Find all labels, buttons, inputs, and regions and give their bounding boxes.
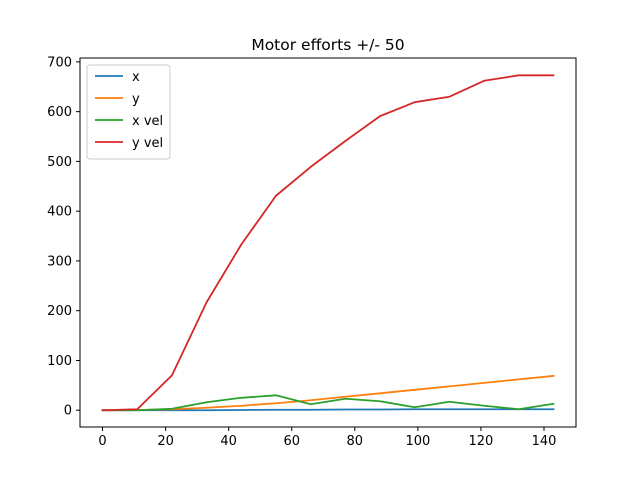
series-layer	[101, 74, 555, 412]
x-tick-label: 100	[405, 434, 430, 449]
series-line-y	[101, 374, 555, 412]
legend-label: x vel	[132, 114, 163, 129]
chart-title: Motor efforts +/- 50	[251, 36, 404, 54]
y-tick-label: 500	[47, 155, 72, 170]
series-line-x-vel	[101, 394, 555, 412]
y-tick-label: 300	[47, 254, 72, 269]
y-tick-label: 200	[47, 304, 72, 319]
y-tick-label: 100	[47, 354, 72, 369]
y-tick-label: 400	[47, 205, 72, 220]
legend: xy x vel y vel	[86, 64, 171, 160]
legend-label: x	[132, 70, 140, 85]
y-tick-label: 700	[47, 55, 72, 70]
series-line-y-vel	[101, 74, 555, 412]
x-tick-label: 120	[469, 434, 494, 449]
legend-label: y	[132, 92, 140, 107]
series-line-x	[101, 408, 555, 412]
legend-label: y vel	[132, 136, 163, 151]
x-tick-label: 0	[98, 434, 106, 449]
x-tick-label: 40	[220, 434, 237, 449]
x-tick-label: 80	[347, 434, 364, 449]
y-tick-label: 600	[47, 105, 72, 120]
x-tick-label: 140	[532, 434, 557, 449]
legend-box	[86, 64, 171, 160]
x-tick-label: 20	[157, 434, 174, 449]
x-tick-label: 60	[283, 434, 300, 449]
axes-layer: 0 20 40 60 80 100 120 140 0 100 200 300 400 500 600 700	[47, 55, 577, 449]
y-tick-label: 0	[64, 404, 72, 419]
plot-frame	[79, 57, 577, 428]
